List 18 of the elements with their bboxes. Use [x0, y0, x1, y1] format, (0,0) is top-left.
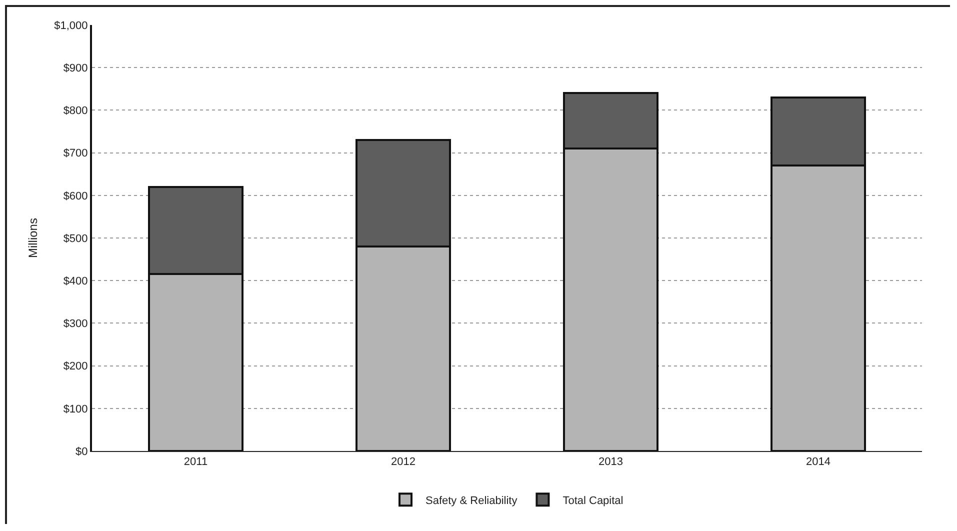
y-tick-label: $700	[63, 148, 88, 160]
y-tick-label: $1,000	[54, 20, 88, 32]
y-tick-label: $500	[63, 232, 88, 245]
legend-label: Total Capital	[562, 494, 624, 507]
y-tick-label: $400	[63, 275, 88, 288]
x-tick-label: 2012	[391, 456, 416, 468]
x-tick-label: 2013	[598, 456, 623, 468]
y-axis-title: Millions	[26, 218, 40, 258]
legend-label: Safety & Reliability	[426, 494, 518, 507]
y-tick-label: $600	[63, 190, 88, 202]
y-tick-label: $200	[63, 360, 88, 373]
y-tick-label: $0	[76, 446, 88, 458]
y-tick-label: $800	[63, 105, 88, 118]
y-tick-label: $900	[63, 62, 88, 74]
x-tick-label: 2014	[806, 456, 830, 468]
y-tick-label: $100	[63, 403, 88, 416]
y-tick-label: $300	[63, 318, 88, 330]
x-tick-label: 2011	[184, 456, 208, 468]
